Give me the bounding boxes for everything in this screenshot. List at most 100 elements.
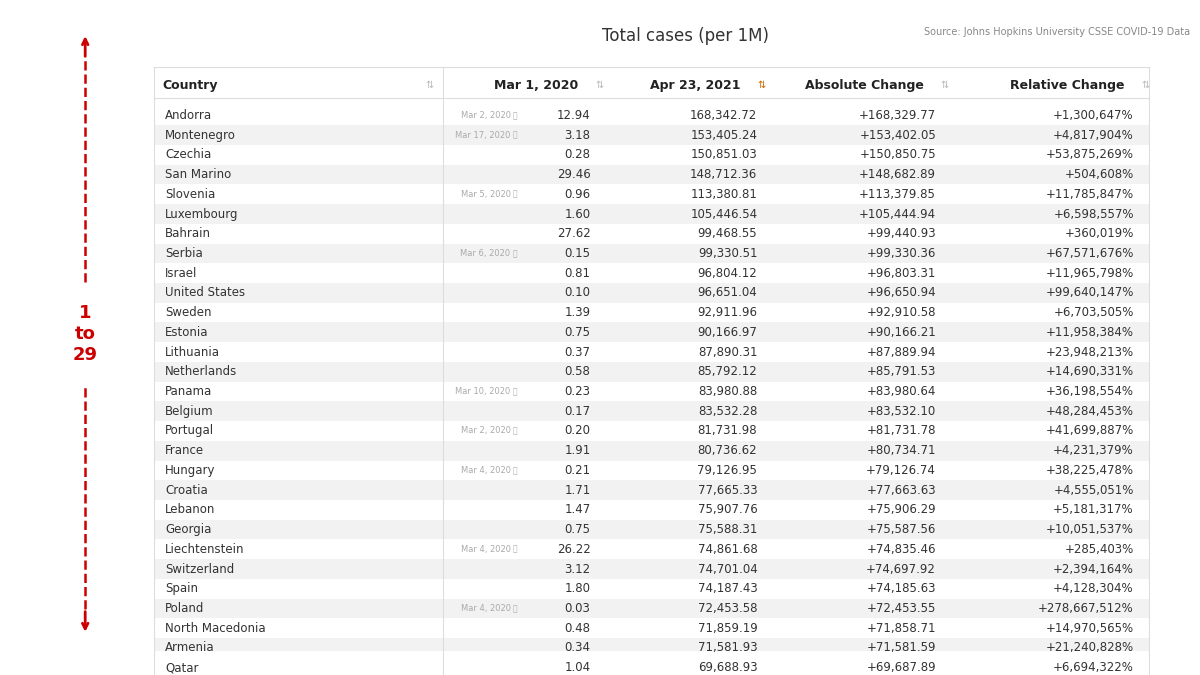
Text: North Macedonia: North Macedonia xyxy=(166,622,265,634)
Bar xyxy=(155,283,1150,303)
Text: Spain: Spain xyxy=(166,583,198,595)
Text: +4,555,051%: +4,555,051% xyxy=(1054,483,1134,497)
Bar xyxy=(155,342,1150,362)
Text: Lebanon: Lebanon xyxy=(166,504,216,516)
Text: 96,804.12: 96,804.12 xyxy=(697,267,757,279)
Text: +6,598,557%: +6,598,557% xyxy=(1054,207,1134,221)
Text: Israel: Israel xyxy=(166,267,198,279)
Text: Mar 2, 2020: Mar 2, 2020 xyxy=(461,427,511,435)
Bar xyxy=(155,303,1150,323)
Text: +83,980.64: +83,980.64 xyxy=(866,385,936,398)
Text: 0.75: 0.75 xyxy=(564,326,590,339)
Text: 0.20: 0.20 xyxy=(564,425,590,437)
Text: Mar 1, 2020: Mar 1, 2020 xyxy=(494,79,578,92)
Text: 77,665.33: 77,665.33 xyxy=(697,483,757,497)
Bar xyxy=(155,165,1150,184)
Text: +99,330.36: +99,330.36 xyxy=(866,247,936,260)
Text: 3.12: 3.12 xyxy=(564,562,590,576)
Text: 99,468.55: 99,468.55 xyxy=(697,227,757,240)
Text: +67,571,676%: +67,571,676% xyxy=(1045,247,1134,260)
Text: +360,019%: +360,019% xyxy=(1064,227,1134,240)
Text: +53,875,269%: +53,875,269% xyxy=(1046,148,1134,161)
Text: +21,240,828%: +21,240,828% xyxy=(1045,641,1134,654)
Text: +285,403%: +285,403% xyxy=(1064,543,1134,556)
Text: ⓘ: ⓘ xyxy=(514,604,517,613)
Text: France: France xyxy=(166,444,204,457)
Text: 99,330.51: 99,330.51 xyxy=(697,247,757,260)
Text: 83,980.88: 83,980.88 xyxy=(698,385,757,398)
Text: +2,394,164%: +2,394,164% xyxy=(1052,562,1134,576)
Text: ⓘ: ⓘ xyxy=(514,190,517,198)
Text: 0.48: 0.48 xyxy=(564,622,590,634)
Text: Absolute Change: Absolute Change xyxy=(805,79,924,92)
Text: +23,948,213%: +23,948,213% xyxy=(1045,346,1134,358)
Text: +6,694,322%: +6,694,322% xyxy=(1052,661,1134,674)
Text: +105,444.94: +105,444.94 xyxy=(859,207,936,221)
Text: +92,910.58: +92,910.58 xyxy=(866,306,936,319)
Text: +504,608%: +504,608% xyxy=(1064,168,1134,181)
Text: Relative Change: Relative Change xyxy=(1010,79,1124,92)
Text: ⇅: ⇅ xyxy=(1141,80,1150,90)
Text: Poland: Poland xyxy=(166,602,204,615)
Text: +113,379.85: +113,379.85 xyxy=(859,188,936,200)
Text: 153,405.24: 153,405.24 xyxy=(690,129,757,142)
Text: 75,907.76: 75,907.76 xyxy=(697,504,757,516)
Text: 29.46: 29.46 xyxy=(557,168,590,181)
Text: Lithuania: Lithuania xyxy=(166,346,220,358)
Text: 1.47: 1.47 xyxy=(564,504,590,516)
Text: Switzerland: Switzerland xyxy=(166,562,234,576)
Text: 0.34: 0.34 xyxy=(564,641,590,654)
Text: +71,858.71: +71,858.71 xyxy=(866,622,936,634)
Bar xyxy=(155,421,1150,441)
Text: +77,663.63: +77,663.63 xyxy=(866,483,936,497)
Text: ⓘ: ⓘ xyxy=(514,427,517,435)
Text: +74,697.92: +74,697.92 xyxy=(866,562,936,576)
Text: +11,785,847%: +11,785,847% xyxy=(1045,188,1134,200)
Text: Hungary: Hungary xyxy=(166,464,216,477)
Text: +6,703,505%: +6,703,505% xyxy=(1054,306,1134,319)
Bar xyxy=(155,362,1150,381)
Text: Mar 2, 2020: Mar 2, 2020 xyxy=(461,111,511,120)
Text: Total cases (per 1M): Total cases (per 1M) xyxy=(602,27,769,45)
Text: +11,958,384%: +11,958,384% xyxy=(1046,326,1134,339)
Text: ⓘ: ⓘ xyxy=(514,111,517,120)
Text: 0.28: 0.28 xyxy=(564,148,590,161)
Text: Montenegro: Montenegro xyxy=(166,129,236,142)
Text: ⇅: ⇅ xyxy=(941,80,949,90)
Text: 0.23: 0.23 xyxy=(564,385,590,398)
Text: Georgia: Georgia xyxy=(166,523,211,536)
Text: Croatia: Croatia xyxy=(166,483,208,497)
Text: 27.62: 27.62 xyxy=(557,227,590,240)
Text: Qatar: Qatar xyxy=(166,661,198,674)
Text: +80,734.71: +80,734.71 xyxy=(866,444,936,457)
Text: ⓘ: ⓘ xyxy=(514,387,517,396)
Text: ⓘ: ⓘ xyxy=(514,249,517,258)
Bar xyxy=(155,126,1150,145)
Text: Mar 5, 2020: Mar 5, 2020 xyxy=(461,190,511,198)
Text: 12.94: 12.94 xyxy=(557,109,590,122)
Text: United States: United States xyxy=(166,286,245,300)
Text: +90,166.21: +90,166.21 xyxy=(866,326,936,339)
Text: +96,650.94: +96,650.94 xyxy=(866,286,936,300)
Bar xyxy=(155,481,1150,500)
Bar xyxy=(155,323,1150,342)
Text: Czechia: Czechia xyxy=(166,148,211,161)
Text: Slovenia: Slovenia xyxy=(166,188,215,200)
Text: +74,185.63: +74,185.63 xyxy=(866,583,936,595)
Text: +5,181,317%: +5,181,317% xyxy=(1054,504,1134,516)
Text: 0.15: 0.15 xyxy=(564,247,590,260)
Text: ⓘ: ⓘ xyxy=(514,131,517,140)
Text: 148,712.36: 148,712.36 xyxy=(690,168,757,181)
Text: 0.21: 0.21 xyxy=(564,464,590,477)
Bar xyxy=(155,244,1150,263)
Bar xyxy=(155,402,1150,421)
Bar xyxy=(155,638,1150,657)
Text: +85,791.53: +85,791.53 xyxy=(866,365,936,378)
Text: Armenia: Armenia xyxy=(166,641,215,654)
Text: Mar 10, 2020: Mar 10, 2020 xyxy=(455,387,511,396)
Bar xyxy=(155,579,1150,599)
Text: 71,859.19: 71,859.19 xyxy=(697,622,757,634)
Text: 0.03: 0.03 xyxy=(564,602,590,615)
Text: Mar 17, 2020: Mar 17, 2020 xyxy=(455,131,511,140)
Text: 79,126.95: 79,126.95 xyxy=(697,464,757,477)
